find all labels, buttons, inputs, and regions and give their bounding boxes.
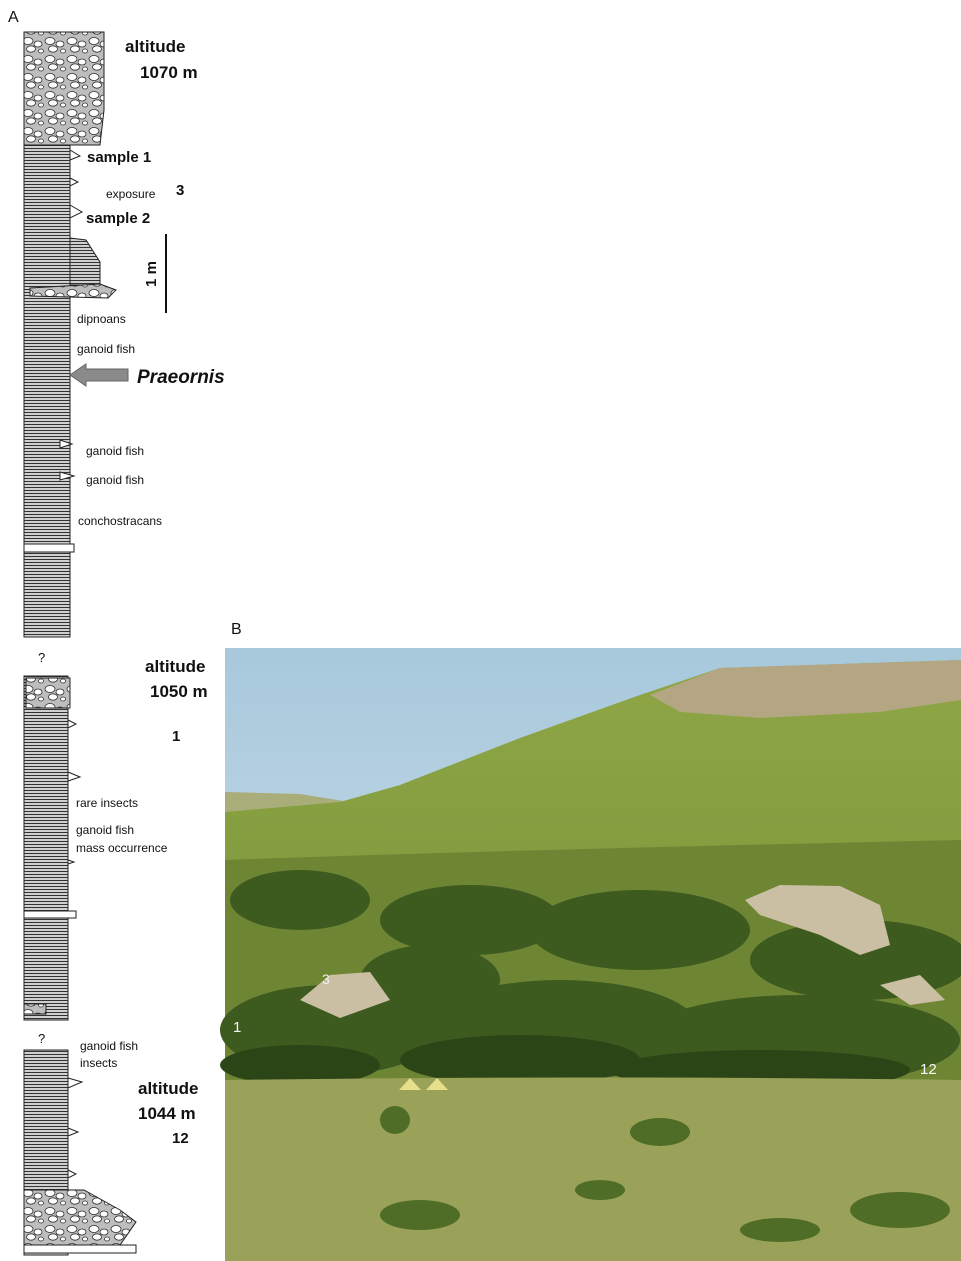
shape [70, 238, 100, 285]
panel-label: A [8, 9, 19, 26]
shape [740, 1218, 820, 1242]
altitude-label: altitude [138, 1079, 198, 1098]
shape [24, 145, 70, 637]
shape [70, 364, 128, 386]
photo-label: 12 [920, 1061, 937, 1078]
altitude-label: altitude [145, 657, 205, 676]
fossil-label: mass occurrence [76, 841, 168, 855]
exposure-label: exposure [106, 187, 156, 201]
elevation: 1070 m [140, 63, 198, 82]
shape [575, 1180, 625, 1200]
query-mark: ? [38, 650, 45, 665]
shape [26, 678, 70, 708]
query-mark: ? [38, 1031, 45, 1046]
shape [24, 32, 104, 145]
fossil-label: ganoid fish [86, 444, 144, 458]
shape [230, 870, 370, 930]
shape [68, 1078, 82, 1178]
shape [24, 1004, 46, 1014]
altitude-label: altitude [125, 37, 185, 56]
elevation: 1044 m [138, 1104, 196, 1123]
figure: A altitude 1070 m sample 1 exposure 3 sa… [0, 0, 961, 1261]
sample-label: sample 1 [87, 149, 151, 166]
shape [530, 890, 750, 970]
shape [24, 1190, 136, 1245]
exposure-number: 12 [172, 1130, 189, 1147]
panel-label: B [231, 621, 242, 638]
shape [380, 1106, 410, 1134]
shape [24, 911, 76, 918]
photo-label: 1 [233, 1019, 241, 1036]
shape [850, 1192, 950, 1228]
fossil-label: insects [80, 1056, 117, 1070]
exposure-number: 1 [172, 728, 180, 745]
fossil-label: conchostracans [78, 514, 162, 528]
fossil-label: ganoid fish [76, 823, 134, 837]
shape [400, 1035, 640, 1085]
fossil-label: ganoid fish [77, 342, 135, 356]
shape [630, 1118, 690, 1146]
landscape-photo [220, 648, 961, 1261]
taxon-label: Praeornis [137, 367, 225, 388]
scale-label: 1 m [143, 261, 160, 287]
shape [70, 150, 82, 218]
shape [24, 676, 68, 1020]
fossil-label: dipnoans [77, 312, 126, 326]
page: A altitude 1070 m sample 1 exposure 3 sa… [0, 0, 961, 1261]
fossil-label: ganoid fish [80, 1039, 138, 1053]
fossil-label: ganoid fish [86, 473, 144, 487]
fossil-label: rare insects [76, 796, 138, 810]
shape [24, 544, 74, 552]
sample-label: sample 2 [86, 210, 150, 227]
shape [225, 1078, 961, 1261]
exposure-number: 3 [176, 182, 184, 199]
elevation: 1050 m [150, 682, 208, 701]
shape [380, 885, 560, 955]
photo-label: 3 [322, 971, 330, 987]
shape [380, 1200, 460, 1230]
shape [24, 1245, 136, 1253]
shape [360, 945, 500, 1015]
